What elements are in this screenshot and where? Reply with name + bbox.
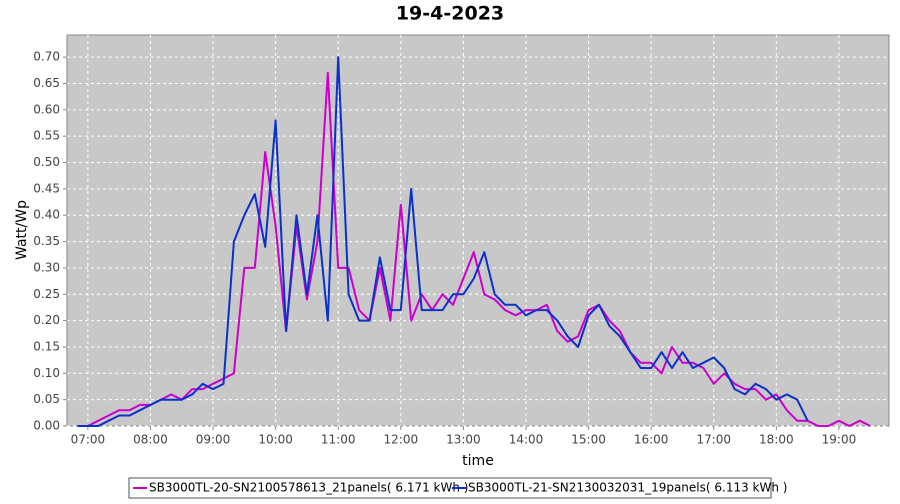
y-tick-label: 0.20 [33,313,60,327]
x-tick-label: 17:00 [696,433,731,447]
y-tick-label: 0.10 [33,366,60,380]
x-tick-label: 16:00 [634,433,669,447]
y-tick-label: 0.25 [33,287,60,301]
y-tick-label: 0.70 [33,50,60,64]
x-tick-label: 11:00 [321,433,356,447]
x-tick-label: 19:00 [822,433,857,447]
y-tick-label: 0.60 [33,102,60,116]
y-tick-label: 0.45 [33,181,60,195]
x-tick-label: 18:00 [759,433,794,447]
x-tick-label: 09:00 [196,433,231,447]
y-tick-label: 0.00 [33,419,60,433]
plot-area [66,34,890,427]
y-tick-label: 0.15 [33,339,60,353]
x-tick-label: 07:00 [71,433,106,447]
legend-label: SB3000TL-21-SN2130032031_19panels( 6.113… [468,481,787,495]
series-line [77,71,871,427]
x-tick-label: 08:00 [133,433,168,447]
y-tick-label: 0.05 [33,392,60,406]
y-tick-label: 0.50 [33,155,60,169]
y-tick-label: 0.35 [33,234,60,248]
x-tick-label: 13:00 [446,433,481,447]
y-tick-label: 0.40 [33,208,60,222]
series-line [77,56,809,427]
legend-label: SB3000TL-20-SN2100578613_21panels( 6.171… [149,481,468,495]
y-tick-label: 0.30 [33,260,60,274]
x-tick-label: 15:00 [571,433,606,447]
x-tick-label: 14:00 [509,433,544,447]
y-axis-label: Watt/Wp [14,200,30,260]
legend [128,477,772,499]
x-axis-label: time [462,453,494,469]
y-tick-label: 0.65 [33,76,60,90]
x-tick-label: 10:00 [258,433,293,447]
y-tick-label: 0.55 [33,129,60,143]
chart-title: 19-4-2023 [396,3,504,25]
x-tick-label: 12:00 [384,433,419,447]
